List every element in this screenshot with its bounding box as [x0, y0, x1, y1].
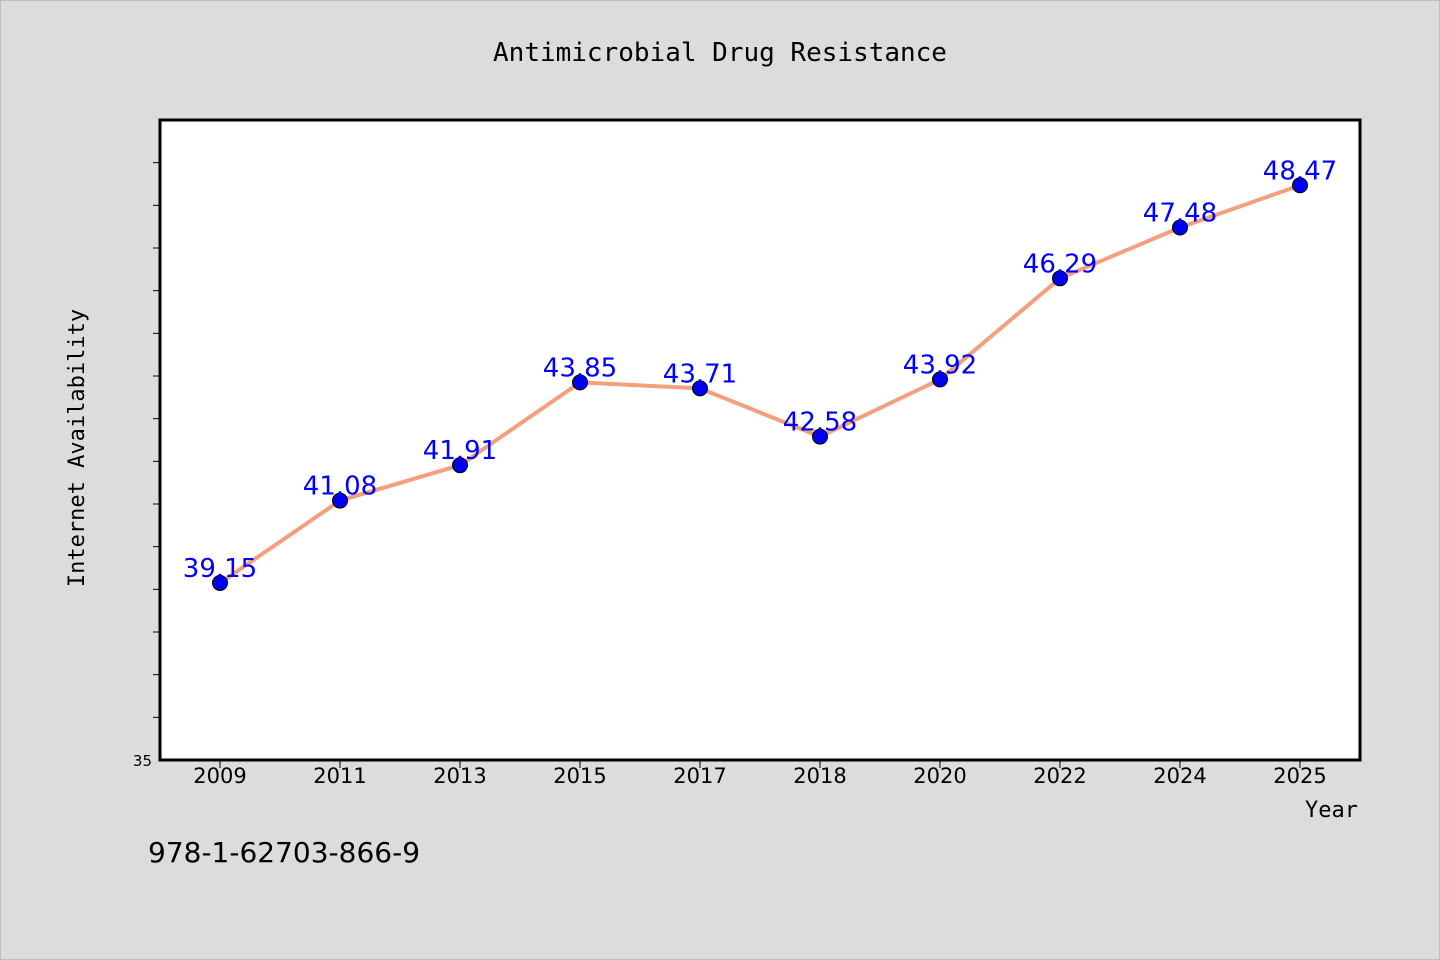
data-label: 41.91 — [423, 436, 497, 466]
data-label: 39.15 — [183, 554, 257, 584]
y-tick-label: 35 — [133, 752, 152, 770]
data-label: 43.92 — [903, 350, 977, 380]
x-axis-label: Year — [1305, 798, 1358, 823]
x-tick-label: 2009 — [193, 764, 246, 788]
data-point — [1172, 219, 1188, 236]
y-axis-label: Internet Availability — [65, 309, 90, 587]
data-label: 43.71 — [663, 359, 737, 389]
y-axis-ticks: 35 — [133, 162, 160, 770]
data-point — [212, 574, 228, 591]
data-point — [1052, 270, 1068, 287]
chart-title: Antimicrobial Drug Resistance — [493, 38, 947, 68]
x-tick-label: 2020 — [913, 764, 966, 788]
x-axis-ticks: 2009 2011 2013 2015 2017 2018 2020 2022 2024 2025 — [193, 760, 1327, 788]
data-label: 43.85 — [543, 353, 617, 383]
x-tick-label: 2017 — [673, 764, 726, 788]
data-label: 41.08 — [303, 472, 377, 502]
data-label: 42.58 — [783, 408, 857, 438]
x-tick-label: 2025 — [1273, 764, 1326, 788]
data-label: 46.29 — [1023, 249, 1097, 279]
data-point — [692, 380, 708, 397]
x-tick-label: 2018 — [793, 764, 846, 788]
data-point — [332, 492, 348, 509]
x-tick-label: 2015 — [553, 764, 606, 788]
plot-area — [158, 118, 1362, 762]
x-tick-label: 2024 — [1153, 764, 1206, 788]
x-tick-label: 2022 — [1033, 764, 1086, 788]
isbn-text: 978-1-62703-866-9 — [148, 836, 420, 869]
data-point — [572, 374, 588, 391]
data-point — [1292, 177, 1308, 194]
x-tick-label: 2011 — [313, 764, 366, 788]
data-label: 47.48 — [1143, 199, 1217, 229]
x-tick-label: 2013 — [433, 764, 486, 788]
data-point — [812, 428, 828, 445]
data-labels: 39.15 41.08 41.91 43.85 43.71 42.58 43.92 46.29… — [183, 156, 1337, 584]
data-point — [932, 371, 948, 388]
data-label: 48.47 — [1263, 156, 1337, 186]
data-markers — [212, 177, 1308, 591]
data-point — [452, 457, 468, 474]
series-line — [218, 183, 1301, 585]
